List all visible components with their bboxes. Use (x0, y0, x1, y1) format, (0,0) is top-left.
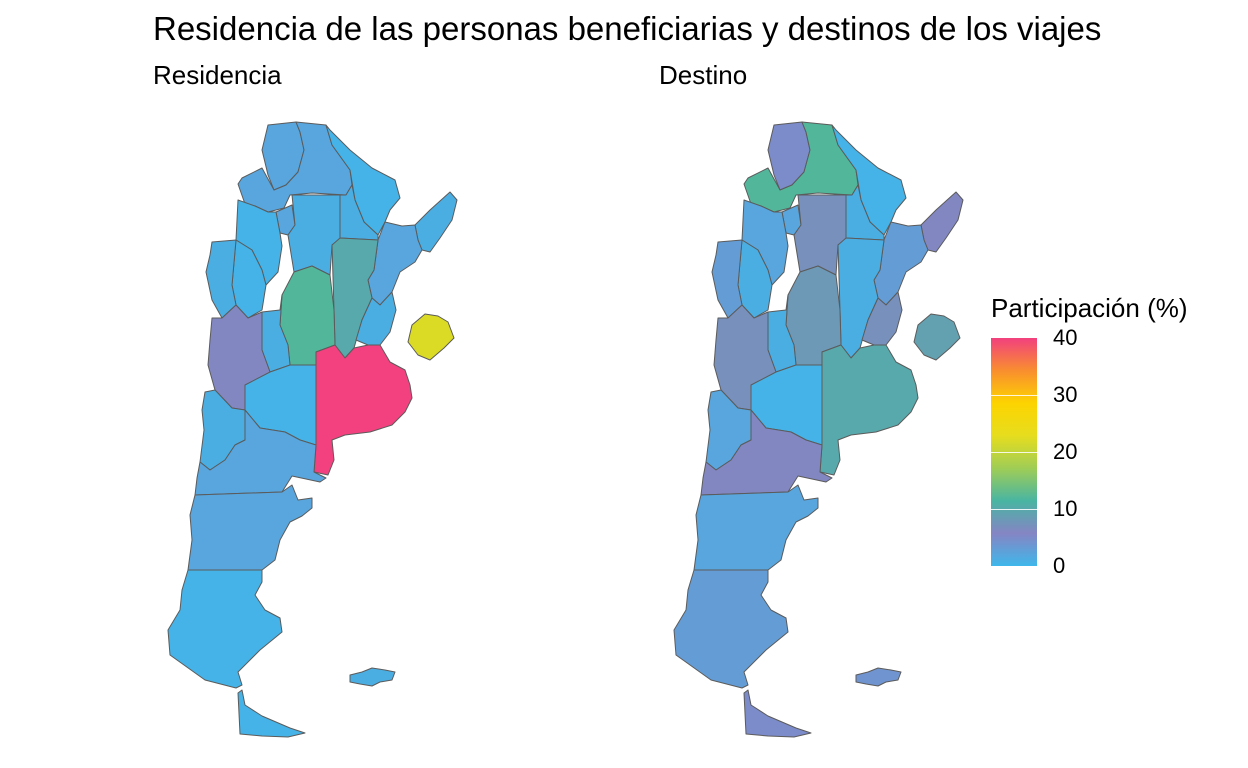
destino-province-misiones (920, 191, 964, 253)
page-title: Residencia de las personas beneficiarias… (153, 10, 1102, 47)
residencia-province-tierra-del-fuego (237, 689, 306, 738)
residencia-province-chubut (187, 484, 313, 571)
destino-province-chubut (693, 484, 819, 571)
panel-title-residencia: Residencia (153, 60, 282, 90)
destino-province-buenos-aires (819, 344, 919, 476)
residencia-province-islas-malvinas (349, 667, 396, 687)
residencia-province-buenos-aires (313, 344, 413, 476)
destino-province-caba (913, 313, 961, 361)
legend-tick-label: 0 (1053, 553, 1066, 578)
legend-tick-label: 30 (1053, 382, 1078, 407)
panel-title-destino: Destino (659, 60, 748, 90)
residencia-province-entre-rios (355, 291, 397, 346)
legend-tick-label: 10 (1053, 496, 1078, 521)
legend-tick-mark (991, 509, 1037, 510)
destino-province-entre-rios (861, 291, 903, 346)
legend-tick-label: 40 (1053, 325, 1078, 350)
legend-tick-label: 20 (1053, 439, 1078, 464)
destino-province-san-juan (711, 239, 743, 319)
destino-province-formosa (831, 124, 907, 236)
destino-province-islas-malvinas (855, 667, 902, 687)
destino-province-santa-cruz (673, 569, 789, 689)
residencia-province-santa-cruz (167, 569, 283, 689)
legend-tick-mark (991, 395, 1037, 396)
residencia-provinces (167, 121, 458, 738)
legend-title: Participación (%) (991, 293, 1188, 323)
destino-provinces (673, 121, 964, 738)
residencia-province-formosa (325, 124, 401, 236)
residencia-map (167, 121, 458, 738)
legend-tick-mark (991, 452, 1037, 453)
residencia-province-caba (407, 313, 455, 361)
destino-province-tierra-del-fuego (743, 689, 812, 738)
